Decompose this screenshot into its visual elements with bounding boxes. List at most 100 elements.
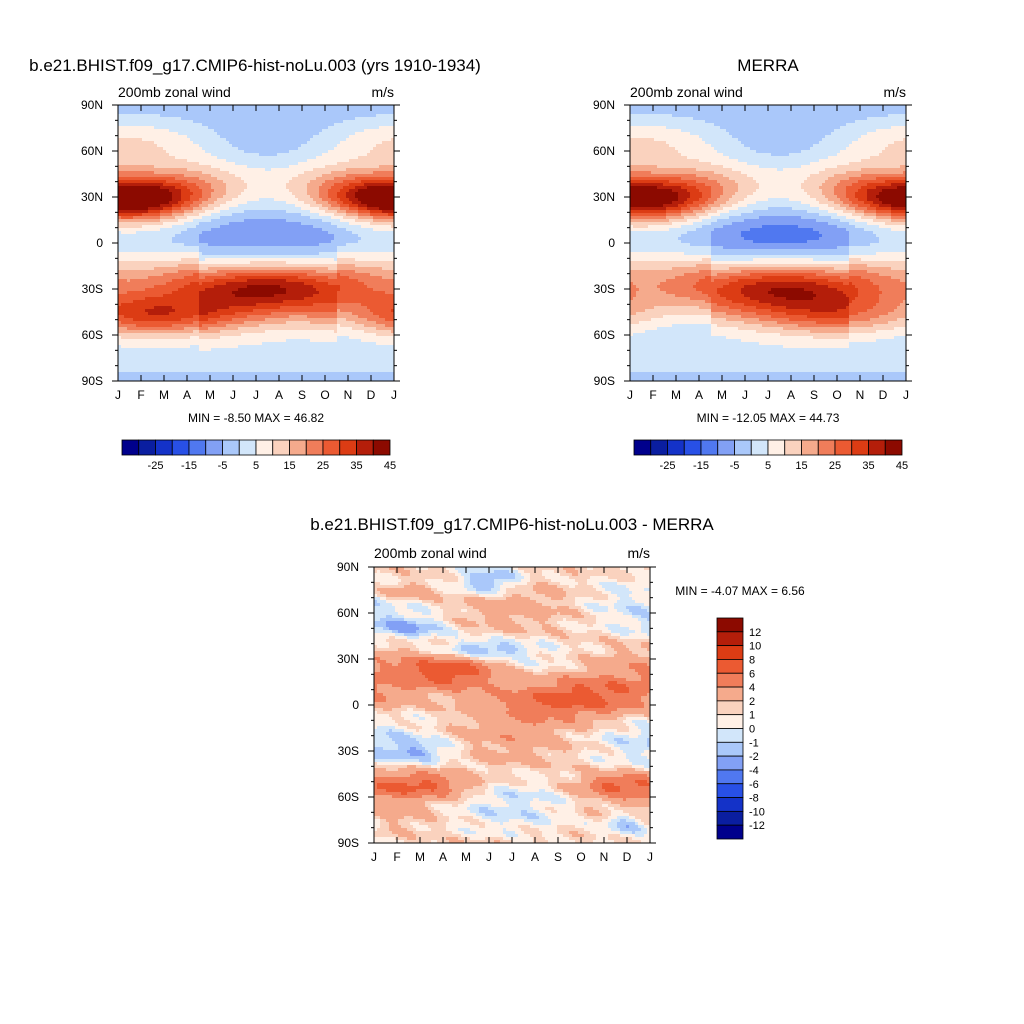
contour-cell bbox=[515, 717, 549, 721]
contour-cell bbox=[452, 741, 462, 745]
contour-cell bbox=[286, 321, 311, 325]
contour-cell bbox=[521, 813, 537, 817]
contour-cell bbox=[630, 348, 906, 352]
contour-cell bbox=[530, 768, 576, 772]
contour-cell bbox=[473, 747, 489, 751]
contour-cell bbox=[199, 297, 305, 301]
contour-cell bbox=[199, 186, 212, 190]
contour-cell bbox=[563, 675, 570, 679]
contour-cell bbox=[572, 687, 591, 691]
contour-cell bbox=[855, 225, 880, 229]
x-tick-label: J bbox=[371, 850, 377, 864]
contour-cell bbox=[903, 300, 906, 304]
colorbar-box bbox=[667, 439, 685, 456]
contour-cell bbox=[443, 627, 453, 631]
contour-cell bbox=[485, 789, 495, 793]
contour-cell bbox=[431, 840, 438, 843]
colorbar-label: 2 bbox=[749, 696, 755, 708]
contour-cell bbox=[355, 258, 394, 262]
contour-cell bbox=[374, 840, 405, 843]
contour-cell bbox=[563, 630, 573, 634]
panel2-right-label: m/s bbox=[883, 84, 906, 100]
colorbar-box bbox=[716, 755, 744, 771]
contour-cell bbox=[867, 195, 877, 199]
contour-cell bbox=[578, 795, 609, 799]
contour-cell bbox=[289, 180, 311, 184]
contour-cell bbox=[590, 687, 609, 691]
contour-cell bbox=[346, 228, 374, 232]
contour-cell bbox=[554, 807, 576, 811]
contour-cell bbox=[584, 747, 588, 751]
contour-cell bbox=[711, 240, 754, 244]
contour-cell bbox=[630, 126, 667, 130]
contour-cell bbox=[608, 753, 615, 757]
contour-cell bbox=[563, 597, 576, 601]
contour-cell bbox=[569, 636, 600, 640]
contour-cell bbox=[334, 237, 362, 241]
contour-cell bbox=[596, 618, 639, 622]
contour-cell bbox=[485, 792, 495, 796]
contour-cell bbox=[867, 270, 906, 274]
contour-cell bbox=[828, 177, 850, 181]
contour-cell bbox=[449, 783, 483, 787]
contour-cell bbox=[286, 261, 338, 265]
contour-cell bbox=[834, 129, 877, 133]
contour-cell bbox=[175, 177, 200, 181]
contour-cell bbox=[160, 219, 179, 223]
contour-cell bbox=[840, 126, 892, 130]
contour-cell bbox=[374, 792, 402, 796]
contour-cell bbox=[226, 324, 260, 328]
contour-cell bbox=[608, 837, 633, 841]
contour-cell bbox=[527, 687, 573, 691]
contour-cell bbox=[355, 219, 374, 223]
y-tick-label: 90N bbox=[337, 560, 359, 574]
colorbar-box bbox=[716, 631, 744, 647]
contour-cell bbox=[629, 663, 648, 667]
contour-cell bbox=[819, 213, 838, 217]
contour-cell bbox=[891, 216, 906, 220]
y-tick-label: 60S bbox=[82, 328, 103, 342]
contour-cell bbox=[307, 273, 338, 277]
contour-cell bbox=[232, 213, 302, 217]
contour-cell bbox=[717, 303, 745, 307]
contour-cell bbox=[879, 192, 906, 196]
contour-cell bbox=[617, 768, 636, 772]
contour-cell bbox=[530, 576, 546, 580]
contour-cell bbox=[711, 306, 730, 310]
colorbar-box bbox=[851, 439, 869, 456]
contour-cell bbox=[118, 147, 164, 151]
contour-cell bbox=[834, 186, 847, 190]
contour-cell bbox=[819, 186, 835, 190]
contour-cell bbox=[163, 294, 200, 298]
contour-cell bbox=[193, 210, 206, 214]
contour-cell bbox=[346, 210, 359, 214]
contour-cell bbox=[605, 624, 621, 628]
contour-cell bbox=[118, 234, 176, 238]
contour-cell bbox=[879, 288, 906, 292]
contour-cell bbox=[464, 819, 480, 823]
contour-cell bbox=[199, 246, 338, 250]
contour-cell bbox=[500, 642, 510, 646]
contour-cell bbox=[843, 201, 853, 205]
contour-cell bbox=[630, 216, 667, 220]
contour-cell bbox=[181, 195, 191, 199]
contour-cell bbox=[274, 294, 314, 298]
contour-cell bbox=[337, 264, 356, 268]
contour-cell bbox=[518, 648, 528, 652]
contour-cell bbox=[118, 213, 143, 217]
contour-cell bbox=[593, 759, 606, 763]
contour-cell bbox=[422, 600, 435, 604]
contour-cell bbox=[374, 627, 384, 631]
contour-cell bbox=[464, 831, 477, 835]
contour-cell bbox=[374, 606, 396, 610]
contour-cell bbox=[334, 147, 374, 151]
contour-cell bbox=[530, 825, 558, 829]
contour-cell bbox=[428, 807, 435, 811]
contour-cell bbox=[401, 573, 411, 577]
contour-cell bbox=[118, 315, 125, 319]
contour-cell bbox=[181, 204, 191, 208]
contour-field bbox=[630, 105, 906, 381]
contour-cell bbox=[630, 279, 667, 283]
contour-cell bbox=[741, 141, 820, 145]
contour-cell bbox=[524, 645, 540, 649]
